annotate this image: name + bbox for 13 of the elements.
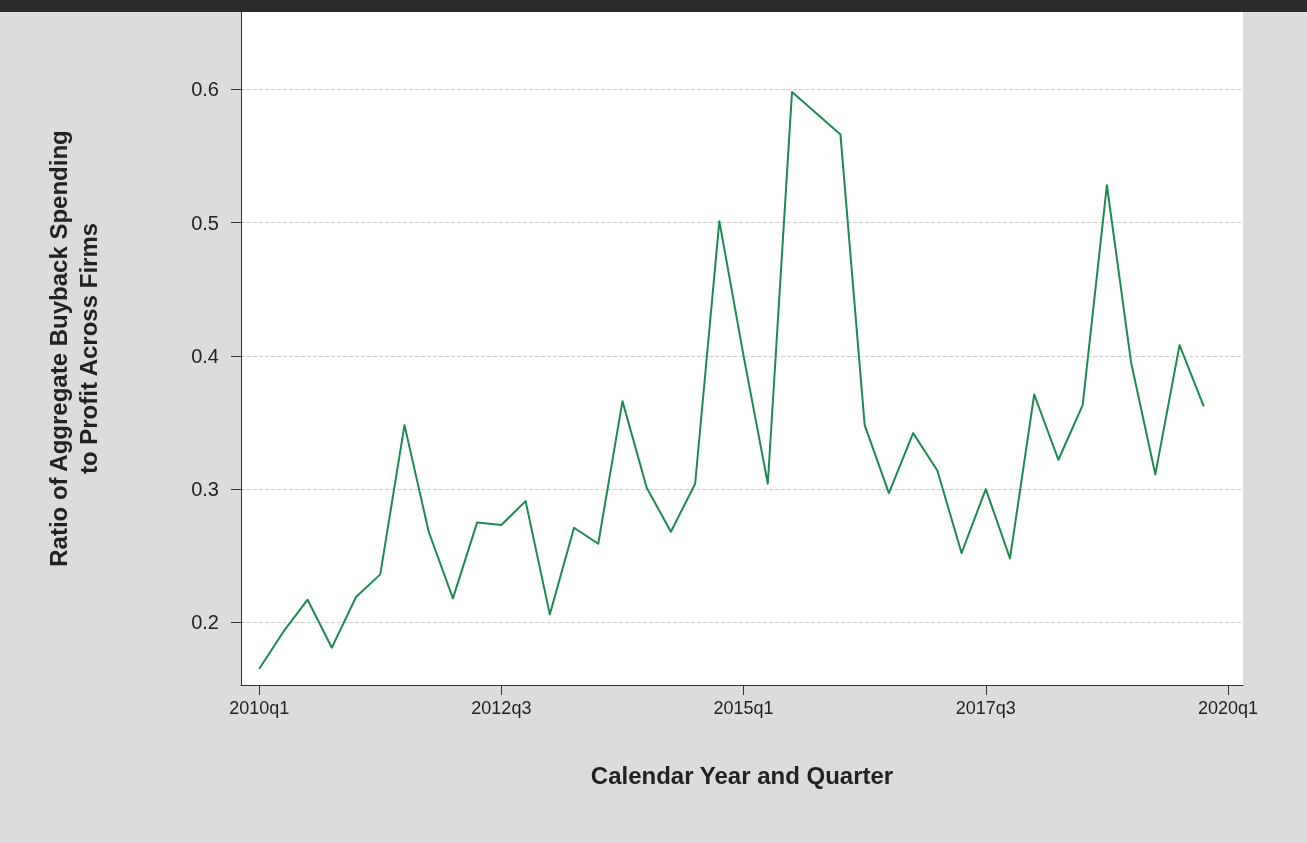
- line-series: [258, 90, 1205, 671]
- y-tick-label: 0.3: [191, 478, 219, 501]
- y-tick-label: 0.2: [191, 611, 219, 634]
- x-tick-label: 2020q1: [1197, 698, 1259, 718]
- x-tick-label: 2012q3: [471, 698, 532, 718]
- x-tick-label: 2010q1: [229, 698, 290, 718]
- x-tick-label: 2017q3: [955, 698, 1016, 718]
- y-axis-title: Ratio of Aggregate Buyback Spending to Profit Across Firms: [44, 130, 102, 567]
- y-tick-label: 0.6: [191, 78, 219, 101]
- y-tick-label: 0.4: [191, 344, 219, 367]
- x-tick-label: 2015q1: [713, 698, 774, 718]
- x-axis-title: Calendar Year and Quarter: [590, 761, 894, 789]
- y-tick-label: 0.5: [191, 211, 219, 234]
